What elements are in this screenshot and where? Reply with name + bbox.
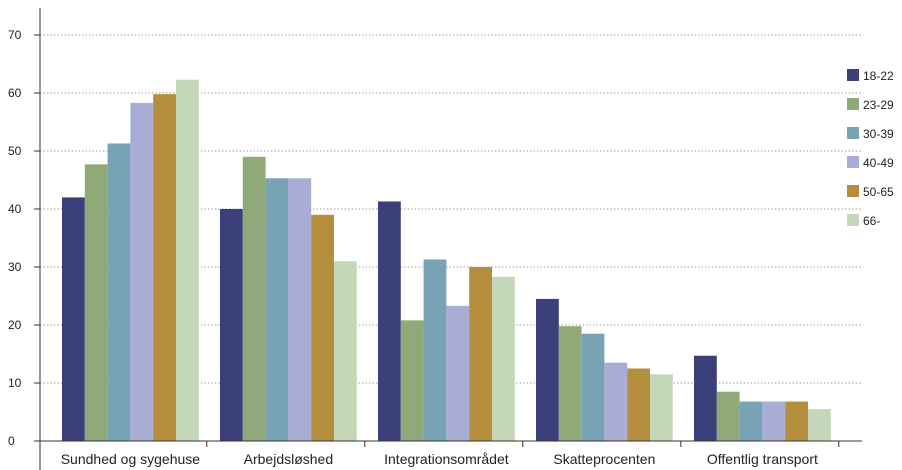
bar: [311, 214, 334, 441]
bar: [334, 261, 357, 441]
legend: 18-22 23-29 30-39 40-49 50-65 66-: [847, 69, 894, 228]
y-tick-label: 0: [8, 434, 15, 448]
bar: [808, 409, 831, 441]
bar: [423, 259, 447, 441]
legend-item: 50-65: [847, 185, 894, 199]
bar: [107, 143, 131, 441]
category-label: Sundhed og sygehuse: [61, 451, 201, 467]
legend-swatch: [847, 156, 859, 168]
category-label: Offentlig transport: [707, 451, 818, 467]
y-tick-label: 20: [8, 318, 22, 332]
bar: [242, 156, 266, 442]
legend-swatch: [847, 98, 859, 110]
bar-group: [694, 355, 831, 441]
legend-swatch: [847, 214, 859, 226]
legend-label: 66-: [863, 214, 880, 228]
bar: [62, 197, 85, 441]
legend-item: 66-: [847, 214, 880, 228]
y-tick-label: 50: [8, 144, 22, 158]
bar: [153, 94, 176, 441]
bar: [130, 102, 154, 442]
y-tick-label: 70: [8, 28, 22, 42]
legend-label: 30-39: [863, 127, 894, 141]
bar: [739, 401, 763, 441]
legend-swatch: [847, 127, 859, 139]
bar: [558, 326, 582, 441]
legend-label: 18-22: [863, 69, 894, 83]
y-tick-label: 40: [8, 202, 22, 216]
legend-swatch: [847, 69, 859, 81]
bar-group: [220, 156, 357, 442]
y-tick-label: 10: [8, 376, 22, 390]
legend-label: 23-29: [863, 98, 894, 112]
category-label: Skatteprocenten: [553, 451, 655, 467]
bar: [581, 333, 605, 441]
bar: [288, 178, 312, 441]
bar-group: [378, 201, 515, 441]
bar: [716, 391, 740, 441]
bar: [378, 201, 401, 441]
bar: [694, 355, 717, 441]
legend-label: 40-49: [863, 156, 894, 170]
legend-label: 50-65: [863, 185, 894, 199]
bar: [785, 401, 808, 441]
y-tick-label: 60: [8, 86, 22, 100]
bar: [536, 298, 559, 441]
bar: [84, 164, 108, 441]
bar: [604, 362, 628, 441]
bar: [400, 320, 424, 441]
legend-item: 23-29: [847, 98, 894, 112]
bars: [62, 79, 831, 442]
bar: [762, 401, 786, 441]
y-tick-labels: 0 10 20 30 40 50 60 70: [8, 28, 40, 448]
bar-group: [536, 298, 673, 441]
bar: [176, 79, 199, 441]
legend-item: 40-49: [847, 156, 894, 170]
bar: [469, 267, 492, 441]
bar: [492, 276, 515, 441]
category-label: Integrationsområdet: [384, 451, 509, 467]
legend-item: 30-39: [847, 127, 894, 141]
bar-group: [62, 79, 199, 442]
bar: [446, 305, 470, 441]
bar: [265, 178, 289, 441]
category-labels: Sundhed og sygehuse Arbejdsløshed Integrat…: [61, 441, 840, 467]
y-tick-label: 30: [8, 260, 22, 274]
legend-swatch: [847, 185, 859, 197]
legend-item: 18-22: [847, 69, 894, 83]
bar: [220, 209, 243, 441]
category-label: Arbejdsløshed: [244, 451, 334, 467]
bar: [650, 374, 673, 441]
bar: [627, 368, 650, 441]
